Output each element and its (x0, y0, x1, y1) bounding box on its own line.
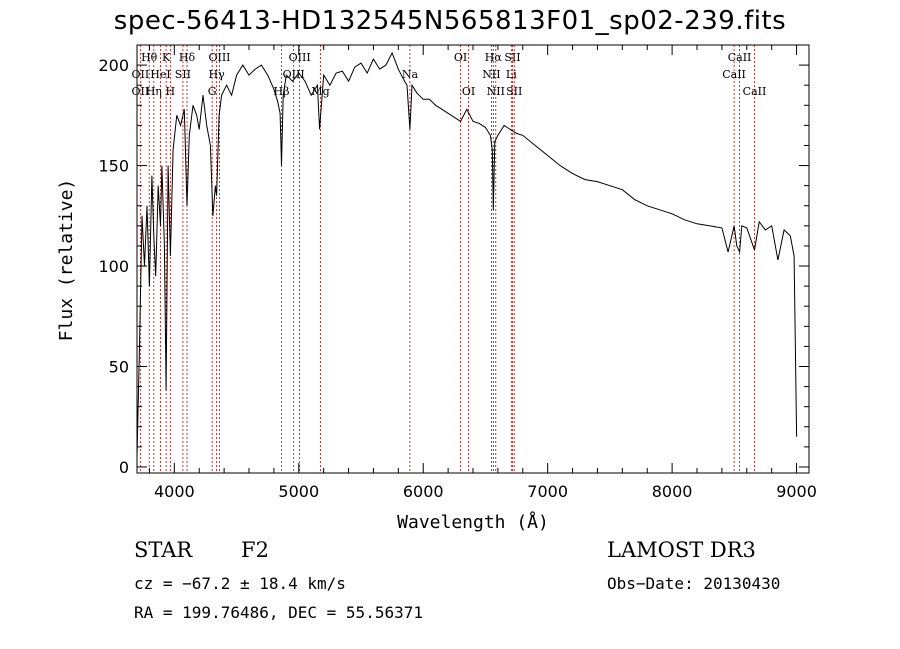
line-label: OIII (289, 51, 311, 64)
y-tick-label: 50 (109, 358, 129, 377)
object-subclass: F2 (241, 538, 269, 562)
redshift-cz: cz = −67.2 ± 18.4 km/s (134, 574, 346, 593)
line-label: Hα (485, 51, 503, 64)
line-label: Li (506, 68, 517, 81)
y-tick-label: 150 (98, 157, 129, 176)
y-tick-label: 100 (98, 257, 129, 276)
line-label: G (208, 85, 217, 98)
observation-date: Obs−Date: 20130430 (607, 574, 781, 593)
line-label: CaII (743, 85, 767, 98)
plot-frame (136, 44, 810, 474)
line-label: SII (506, 85, 522, 98)
y-axis-label: Flux (relative) (56, 179, 77, 342)
line-label: Hη (146, 85, 162, 98)
line-label: Hβ (274, 85, 290, 98)
line-label: Hγ (209, 68, 226, 81)
line-label: K (162, 51, 171, 64)
line-label: OII (132, 85, 150, 98)
survey-name: LAMOST DR3 (607, 538, 756, 562)
emission-line-markers (139, 45, 755, 473)
y-tick-label: 200 (98, 56, 129, 75)
x-axis-ticks: 4000 5000 6000 7000 8000 9000 (148, 45, 817, 501)
line-label: H (166, 85, 176, 98)
line-label: OI (454, 51, 467, 64)
line-label: OIII (283, 68, 305, 81)
line-label: NII (482, 68, 500, 81)
line-label: CaII (722, 68, 746, 81)
x-tick-label: 8000 (652, 482, 693, 501)
x-tick-label: 4000 (154, 482, 195, 501)
y-axis-ticks: 0 50 100 150 200 (98, 56, 809, 477)
ra-dec: RA = 199.76486, DEC = 55.56371 (134, 603, 423, 622)
line-label: Hθ (141, 51, 158, 64)
x-tick-label: 9000 (776, 482, 817, 501)
x-tick-label: 7000 (527, 482, 568, 501)
line-label: SII (504, 51, 520, 64)
line-label: OIII (208, 51, 230, 64)
line-label: OI (462, 85, 475, 98)
y-tick-label: 0 (119, 458, 129, 477)
line-label: Hδ (179, 51, 196, 64)
line-label: Na (402, 68, 419, 81)
line-label: OII (132, 68, 150, 81)
x-axis-label: Wavelength (Å) (397, 511, 549, 533)
line-label: HeI (150, 68, 170, 81)
chart-title: spec-56413-HD132545N565813F01_sp02-239.f… (113, 6, 787, 36)
spectrum-series-line (136, 51, 798, 457)
object-class: STAR (134, 538, 193, 562)
line-label: Mg (311, 85, 329, 98)
x-tick-label: 6000 (403, 482, 444, 501)
line-label: SII (175, 68, 191, 81)
x-tick-label: 5000 (278, 482, 319, 501)
line-label: CaII (728, 51, 752, 64)
line-label: NII (487, 85, 505, 98)
emission-line-labels: Hθ OII OII K HeI Hη Hδ SII H OIII Hγ G OIII OIII Hβ Mg N… (132, 51, 767, 98)
